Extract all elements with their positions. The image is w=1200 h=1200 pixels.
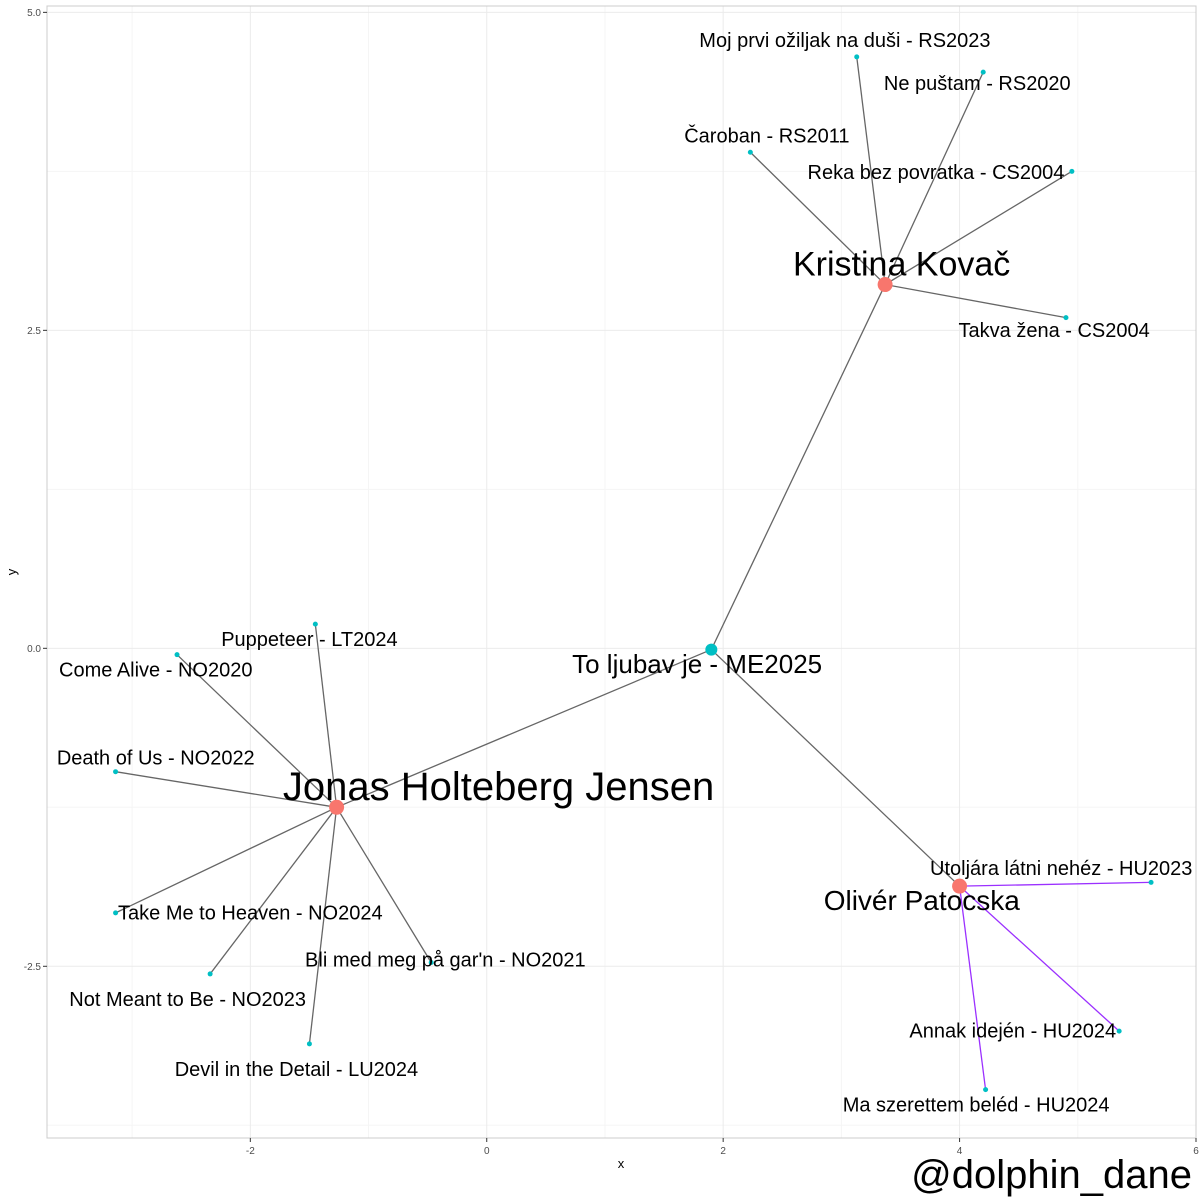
author-caption: @dolphin_dane	[911, 1153, 1192, 1197]
nodes	[113, 54, 1154, 1093]
node-s10	[207, 971, 213, 977]
node-label-s3: Čaroban - RS2011	[684, 124, 849, 147]
x-tick-label: 2	[720, 1146, 726, 1157]
node-label-center: To ljubav je - ME2025	[572, 649, 822, 679]
edge-op-s15	[958, 886, 987, 1090]
node-s14	[1116, 1028, 1122, 1034]
node-label-s15: Ma szerettem beléd - HU2024	[843, 1094, 1110, 1116]
node-label-s12: Bli med meg på gar'n - NO2021	[305, 949, 586, 971]
y-tick-label: 2.5	[27, 326, 41, 337]
edge-jhj-s11	[308, 807, 338, 1044]
node-labels: To ljubav je - ME2025 Kristina Kovač Jonas…	[57, 30, 1193, 1117]
node-label-s10: Not Meant to Be - NO2023	[69, 989, 306, 1011]
node-label-s6: Puppeteer - LT2024	[221, 629, 397, 651]
edge-jhj-s6	[314, 624, 338, 808]
edges	[115, 56, 1152, 1090]
node-s15	[983, 1087, 989, 1093]
node-jhj	[329, 799, 345, 815]
node-label-s8: Death of Us - NO2022	[57, 747, 255, 769]
node-label-op: Olivér Patocska	[824, 885, 1020, 916]
node-label-s13: Utoljára látni nehéz - HU2023	[930, 858, 1192, 880]
edge-center-kk	[710, 284, 886, 650]
node-label-s5: Takva žena - CS2004	[959, 320, 1150, 342]
y-tick-label: 0.0	[27, 644, 41, 655]
node-label-s7: Come Alive - NO2020	[59, 659, 252, 681]
y-axis-title: y	[4, 568, 19, 575]
edge-center-op	[710, 649, 961, 887]
panel-border	[46, 5, 1197, 1139]
node-label-s14: Annak idején - HU2024	[909, 1021, 1116, 1043]
node-center	[705, 643, 718, 656]
edge-kk-s3	[749, 151, 886, 286]
node-s2	[980, 69, 986, 75]
node-s13	[1148, 879, 1154, 885]
node-s5	[1063, 315, 1069, 321]
node-s11	[306, 1041, 312, 1047]
node-s9	[113, 910, 119, 916]
edge-kk-s2	[884, 71, 984, 285]
edge-jhj-s9	[115, 806, 337, 914]
node-s3	[747, 149, 753, 155]
edge-jhj-s8	[115, 771, 337, 808]
node-kk	[877, 277, 893, 293]
node-label-s1: Moj prvi ožiljak na duši - RS2023	[699, 30, 990, 52]
node-s12	[428, 959, 434, 965]
node-op	[952, 878, 968, 894]
node-s6	[312, 621, 318, 627]
node-label-s11: Devil in the Detail - LU2024	[175, 1059, 418, 1081]
node-s4	[1069, 168, 1075, 174]
node-s1	[854, 54, 860, 60]
x-axis-title: x	[618, 1156, 625, 1171]
x-tick-label: -2	[246, 1146, 255, 1157]
edge-jhj-s7	[176, 654, 338, 808]
node-label-s2: Ne puštam - RS2020	[884, 73, 1071, 95]
y-tick-label: 5.0	[27, 8, 41, 19]
node-label-s4: Reka bez povratka - CS2004	[808, 162, 1065, 184]
edge-jhj-s12	[336, 806, 432, 963]
node-s7	[174, 652, 180, 658]
node-label-jhj: Jonas Holteberg Jensen	[283, 765, 714, 809]
y-tick-label: -2.5	[24, 962, 42, 973]
node-s8	[113, 769, 119, 775]
edge-center-jhj	[336, 648, 712, 808]
edge-op-s13	[959, 881, 1152, 887]
edge-op-s14	[959, 885, 1120, 1032]
edge-kk-s4	[884, 170, 1073, 286]
edge-kk-s5	[884, 283, 1067, 319]
x-tick-label: 4	[957, 1146, 963, 1157]
x-tick-label: 6	[1193, 1146, 1199, 1157]
edge-jhj-s10	[209, 806, 338, 975]
node-label-kk: Kristina Kovač	[793, 246, 1010, 284]
x-tick-label: 0	[484, 1146, 490, 1157]
edge-kk-s1	[856, 56, 886, 285]
axis-ticks: -2 0 2 4 6 -2.5 0.0 2.5 5.0	[24, 8, 1199, 1157]
node-label-s9: Take Me to Heaven - NO2024	[118, 902, 383, 924]
